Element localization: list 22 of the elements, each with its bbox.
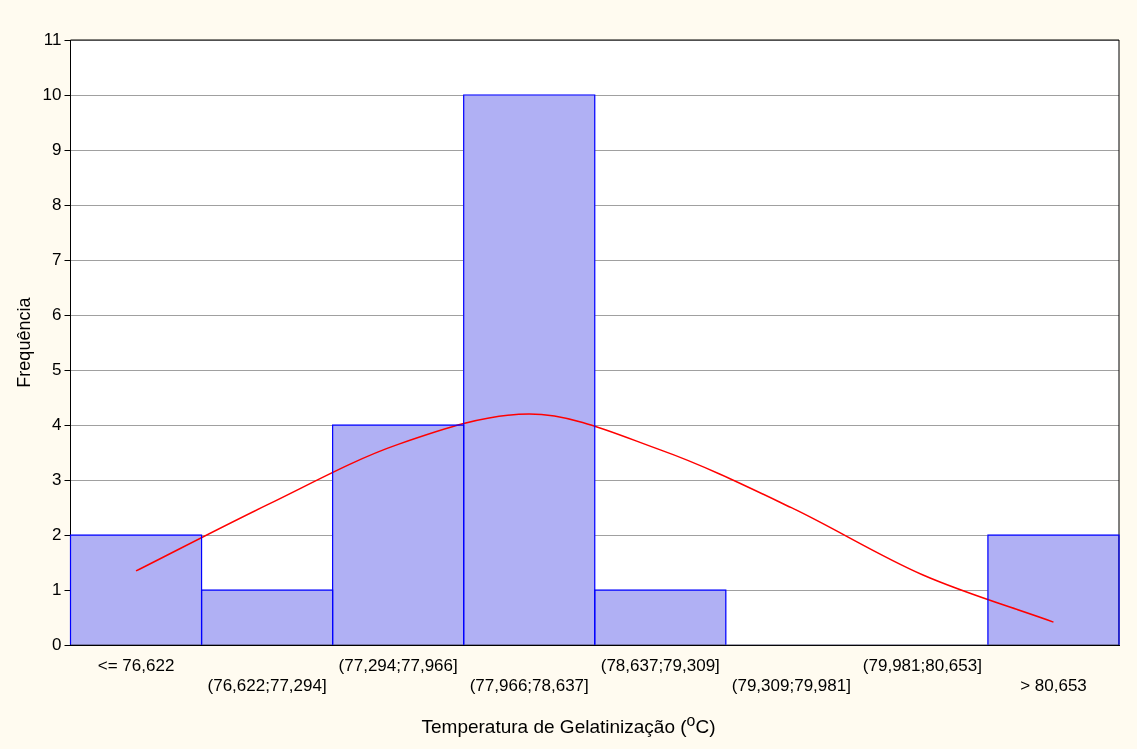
- y-tick-label: 0: [52, 634, 62, 654]
- y-tick-label: 8: [52, 194, 62, 214]
- x-tick-label: (77,966;78,637]: [469, 676, 589, 696]
- y-tick-label: 3: [52, 469, 62, 489]
- x-tick-label: (76,622;77,294]: [207, 676, 327, 696]
- y-tick-label: 6: [52, 304, 62, 324]
- x-tick-label: (79,981;80,653]: [862, 656, 982, 676]
- x-axis-title: Temperatura de Gelatinização ($^{o}$C): [420, 712, 717, 739]
- y-tick-label: 2: [52, 524, 62, 544]
- x-tick-label: <= 76,622: [97, 656, 175, 676]
- x-tick-label: (78,637;79,309]: [600, 656, 720, 676]
- y-axis-title: Frequência: [13, 296, 34, 388]
- x-tick-label: > 80,653: [1020, 676, 1087, 696]
- x-tick-label: (77,294;77,966]: [338, 656, 458, 676]
- y-tick-label: 4: [52, 414, 62, 434]
- y-tick-label: 11: [43, 29, 62, 49]
- y-tick-label: 5: [52, 359, 62, 379]
- y-tick-label: 7: [52, 249, 62, 269]
- y-tick-label: 1: [52, 579, 62, 599]
- y-tick-label: 10: [42, 84, 62, 104]
- y-tick-label: 9: [52, 139, 62, 159]
- x-tick-label: (79,309;79,981]: [731, 676, 851, 696]
